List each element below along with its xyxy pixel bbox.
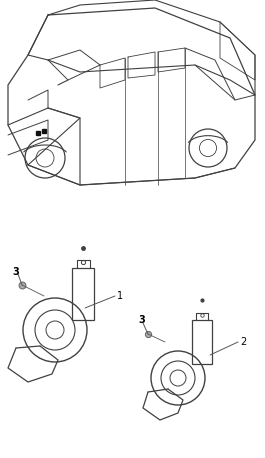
Text: 3: 3 xyxy=(138,315,145,325)
Text: 3: 3 xyxy=(12,267,19,277)
Bar xyxy=(192,320,212,364)
Text: 1: 1 xyxy=(117,291,123,301)
Bar xyxy=(72,268,94,320)
Text: 2: 2 xyxy=(240,337,246,347)
